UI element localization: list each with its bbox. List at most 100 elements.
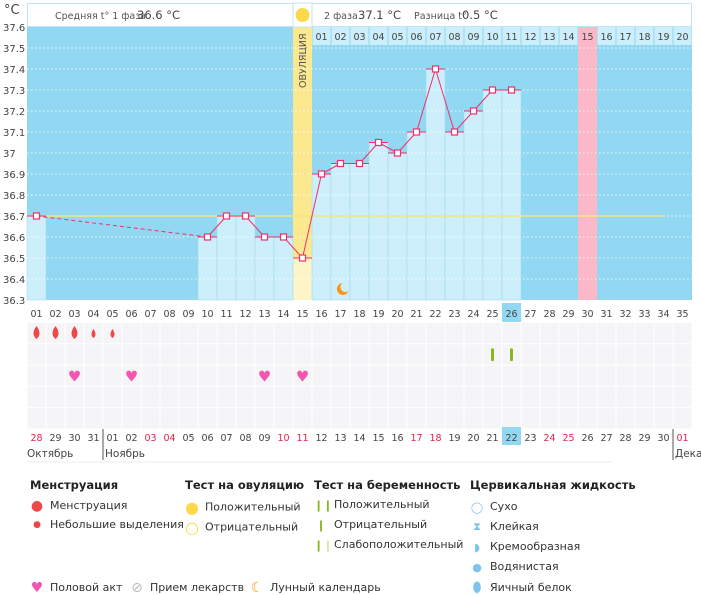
post-ovulation-day-label: 16 xyxy=(600,32,612,43)
cycle-day-label: 30 xyxy=(581,309,593,320)
sun-outline-icon: ○ xyxy=(185,518,199,537)
temperature-point xyxy=(450,128,459,136)
symptom-cell xyxy=(160,408,179,429)
legend-label: Отрицательный xyxy=(334,518,428,531)
symptom-cell xyxy=(198,344,217,365)
symptom-cell xyxy=(464,408,483,429)
date-label: 30 xyxy=(657,433,669,444)
temperature-bar xyxy=(368,142,389,301)
symptom-cell xyxy=(464,323,483,344)
post-ovulation-day-cell xyxy=(369,27,388,45)
cycle-day-label: 26 xyxy=(505,309,517,320)
symptom-cell xyxy=(673,323,692,344)
temperature-point xyxy=(412,128,421,136)
date-label: 02 xyxy=(125,433,137,444)
symptom-cell xyxy=(426,365,445,386)
symptom-cell xyxy=(293,344,312,365)
symptom-cell xyxy=(350,323,369,344)
symptom-cell xyxy=(350,386,369,408)
symptom-cell xyxy=(122,408,141,429)
symptom-cell xyxy=(65,344,84,365)
symptom-cell xyxy=(65,386,84,408)
temperature-point xyxy=(317,170,326,178)
symptom-cell xyxy=(597,386,616,408)
y-unit-label: °C xyxy=(4,3,20,18)
symptom-cell xyxy=(312,365,331,386)
creamy-icon: ◗ xyxy=(474,540,480,554)
cycle-day-label: 24 xyxy=(467,309,479,320)
date-label: 29 xyxy=(49,433,61,444)
symptom-cell xyxy=(521,408,540,429)
date-label: 23 xyxy=(524,433,536,444)
symptom-cell xyxy=(274,365,293,386)
cycle-day-label: 06 xyxy=(125,309,137,320)
symptom-cell xyxy=(65,408,84,429)
symptom-cell xyxy=(445,408,464,429)
legend-spotting: ● Небольшие выделения xyxy=(30,518,184,531)
cycle-day-label: 16 xyxy=(315,309,327,320)
legend-label: Менструация xyxy=(50,499,128,512)
symptom-cell xyxy=(179,344,198,365)
sun-filled-icon: ● xyxy=(185,498,199,517)
symptom-cell xyxy=(426,344,445,365)
symptom-cell xyxy=(426,323,445,344)
cycle-day-label: 22 xyxy=(429,309,441,320)
diff-value: 0.5 °C xyxy=(462,8,498,22)
symptom-cell xyxy=(255,365,274,386)
symptom-cell xyxy=(445,323,464,344)
symptom-cell xyxy=(616,408,635,429)
symptom-cell xyxy=(312,386,331,408)
cycle-day-label: 14 xyxy=(277,309,289,320)
y-tick-label: 37.4 xyxy=(3,65,25,76)
symptom-cell xyxy=(84,344,103,365)
symptom-cell xyxy=(369,344,388,365)
legend-menstruation-title: Менструация xyxy=(30,478,119,492)
cycle-day-label: 10 xyxy=(201,309,213,320)
symptom-cell xyxy=(654,323,673,344)
ovulation-column xyxy=(293,3,312,258)
symptom-cell xyxy=(388,408,407,429)
cycle-day-label: 20 xyxy=(391,309,403,320)
temperature-point xyxy=(488,86,497,94)
date-label: 07 xyxy=(220,433,232,444)
symptom-cell xyxy=(445,386,464,408)
symptom-cell xyxy=(559,365,578,386)
post-ovulation-day-label: 05 xyxy=(391,32,403,43)
symptom-cell xyxy=(236,386,255,408)
symptom-cell xyxy=(84,408,103,429)
symptom-cell xyxy=(255,323,274,344)
legend-label: Прием лекарств xyxy=(150,581,245,594)
cycle-day-label: 27 xyxy=(524,309,536,320)
symptom-cell xyxy=(236,344,255,365)
cycle-day-label: 19 xyxy=(372,309,384,320)
temperature-point xyxy=(393,149,402,157)
symptom-cell xyxy=(540,344,559,365)
symptom-cell xyxy=(578,408,597,429)
date-label: 11 xyxy=(296,433,308,444)
legend-cervical-dry: ◯ Сухо xyxy=(470,500,518,514)
symptom-cell xyxy=(350,365,369,386)
temperature-line xyxy=(416,68,436,133)
cycle-day-label: 32 xyxy=(619,309,631,320)
y-tick-label: 37.1 xyxy=(3,128,25,139)
symptom-cell xyxy=(274,386,293,408)
symptom-cell xyxy=(521,365,540,386)
symptom-cell xyxy=(502,386,521,408)
symptom-cell xyxy=(426,408,445,429)
temperature-bar xyxy=(425,68,446,301)
post-ovulation-day-label: 20 xyxy=(676,32,688,43)
post-ovulation-day-label: 04 xyxy=(372,32,384,43)
symptom-cell xyxy=(179,408,198,429)
post-ovulation-day-cell xyxy=(502,27,521,45)
spotting-drop-icon xyxy=(91,329,96,338)
symptom-cell xyxy=(331,408,350,429)
symptom-cell xyxy=(407,386,426,408)
phase1-value: 36.6 °C xyxy=(137,8,180,22)
y-tick-label: 36.7 xyxy=(3,212,25,223)
legend-cervical-creamy: ◗ Кремообразная xyxy=(470,540,580,554)
date-label: 14 xyxy=(353,433,365,444)
symptom-cell xyxy=(217,408,236,429)
symptom-cell xyxy=(635,408,654,429)
